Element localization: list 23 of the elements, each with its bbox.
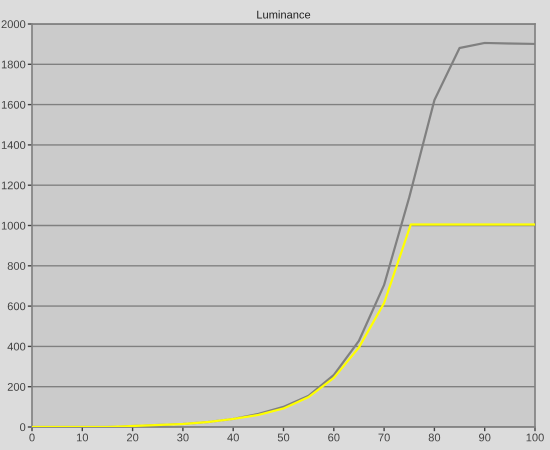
chart-title: Luminance [257, 10, 310, 19]
x-tick-label: 40 [227, 434, 239, 442]
x-tick-label: 50 [278, 434, 290, 442]
y-tick-label: 2000 [2, 20, 26, 28]
y-tick-label: 1800 [2, 60, 26, 68]
x-tick-label: 90 [479, 434, 490, 442]
y-tick-label: 1000 [2, 222, 26, 230]
x-tick-label: 30 [177, 434, 189, 442]
y-tick-label: 1400 [2, 141, 26, 150]
y-tick-label: 200 [8, 382, 26, 391]
y-tick-label: 800 [8, 262, 26, 270]
y-tick-label: 600 [8, 302, 26, 310]
x-tick-label: 70 [378, 434, 390, 442]
x-tick-label: 0 [29, 434, 35, 442]
x-tick-label: 80 [428, 434, 440, 442]
x-tick-label: 10 [76, 434, 88, 442]
x-tick-label: 100 [526, 434, 544, 442]
y-tick-label: 400 [7, 342, 26, 351]
y-tick-label: 1600 [2, 100, 26, 109]
x-tick-label: 20 [126, 434, 138, 442]
y-tick-label: 1200 [2, 181, 26, 190]
y-tick-label: 0 [20, 423, 26, 432]
x-tick-label: 60 [328, 434, 340, 442]
